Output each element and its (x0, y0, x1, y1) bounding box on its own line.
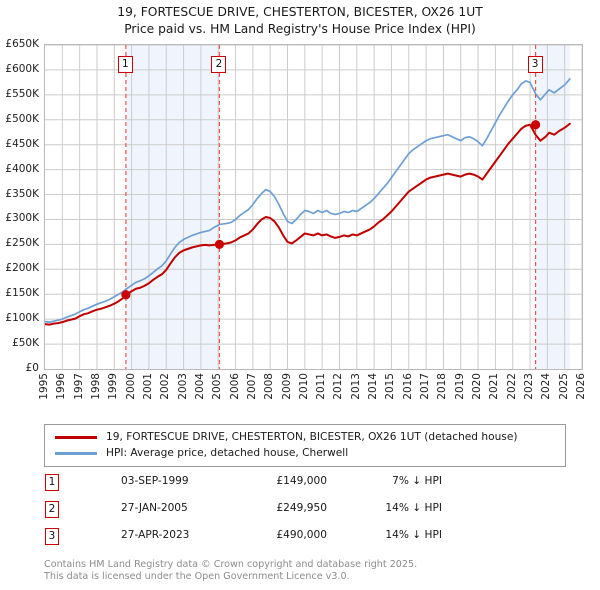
chart-svg-wrapper (45, 45, 582, 369)
x-axis-labels: 1995 1996 1997 1998 1999 2000 2001 2002 2003 2004… (38, 373, 587, 419)
y-axis-tick-label: £50K (12, 337, 39, 350)
x-axis-tick-label: 1997 (72, 373, 85, 400)
chart-plot-area (44, 44, 583, 370)
x-axis-tick-label: 2002 (159, 373, 172, 400)
y-axis-labels: £0 £50K £100K £150K £200K £250K £300K £350K £400… (0, 38, 42, 374)
x-axis-tick-label: 2000 (124, 373, 137, 400)
footer-line-1: Contains HM Land Registry data © Crown c… (44, 559, 418, 570)
y-axis-tick-label: £500K (5, 112, 39, 125)
y-axis-tick-label: £250K (5, 237, 39, 250)
y-axis-tick-label: £450K (5, 137, 39, 150)
transaction-point-marker (530, 120, 541, 130)
x-axis-tick-label: 2013 (349, 373, 362, 400)
x-axis-tick-label: 2022 (505, 373, 518, 400)
legend-swatch-price-paid (55, 435, 97, 439)
transaction-price-1: £149,000 (276, 475, 327, 487)
transaction-marker-2: 2 (45, 501, 59, 518)
transaction-price-2: £249,950 (276, 502, 327, 514)
y-axis-tick-label: £0 (25, 362, 39, 374)
x-axis-tick-label: 2004 (193, 373, 206, 400)
transaction-date-2: 27-JAN-2005 (121, 502, 188, 514)
series-line-hpi (45, 78, 571, 323)
x-axis-tick-label: 1996 (55, 373, 68, 400)
x-axis-tick-label: 2005 (211, 373, 224, 400)
x-axis-tick-label: 1995 (38, 373, 50, 400)
y-axis-tick-label: £300K (5, 212, 39, 225)
y-axis-tick-label: £200K (5, 262, 39, 275)
x-axis-tick-label: 2020 (471, 373, 484, 400)
x-axis-tick-label: 2008 (263, 373, 276, 400)
x-axis-tick-label: 2026 (575, 373, 587, 400)
transaction-point-marker (214, 239, 225, 250)
transaction-hpi-delta-3: 14% ↓ HPI (385, 529, 442, 541)
transaction-price-3: £490,000 (276, 529, 327, 541)
chart-marker-flag: 1 (117, 56, 133, 73)
transaction-hpi-delta-2: 14% ↓ HPI (385, 502, 442, 514)
y-axis-tick-label: £350K (5, 187, 39, 200)
chart-marker-flag: 3 (527, 56, 543, 73)
y-axis-tick-label: £400K (5, 162, 39, 175)
legend-row-price-paid: 19, FORTESCUE DRIVE, CHESTERTON, BICESTE… (51, 429, 559, 445)
x-axis-tick-label: 2025 (557, 373, 570, 400)
transaction-marker-3: 3 (45, 528, 59, 545)
transaction-date-1: 03-SEP-1999 (121, 475, 189, 487)
x-axis-tick-label: 2015 (384, 373, 397, 400)
y-axis-tick-label: £600K (5, 62, 39, 75)
copyright-footer: Contains HM Land Registry data © Crown c… (44, 559, 584, 582)
legend-swatch-hpi (55, 451, 97, 455)
x-axis-tick-label: 2023 (523, 373, 536, 400)
x-axis-tick-label: 2021 (488, 373, 501, 400)
page-title: 19, FORTESCUE DRIVE, CHESTERTON, BICESTE… (0, 4, 600, 38)
table-row: 2 27-JAN-2005 £249,950 14% ↓ HPI (44, 499, 464, 526)
series-line-price-paid (45, 122, 571, 326)
transactions-table: 1 03-SEP-1999 £149,000 7% ↓ HPI 2 27-JAN… (44, 472, 464, 553)
x-axis-tick-label: 2012 (332, 373, 345, 400)
chart-legend: 19, FORTESCUE DRIVE, CHESTERTON, BICESTE… (44, 424, 566, 467)
x-axis-tick-label: 2010 (297, 373, 310, 400)
x-axis-tick-label: 2003 (176, 373, 189, 400)
y-axis-tick-label: £100K (5, 312, 39, 325)
x-axis-tick-label: 2014 (367, 373, 380, 400)
table-row: 1 03-SEP-1999 £149,000 7% ↓ HPI (44, 472, 464, 499)
x-axis-tick-label: 2016 (401, 373, 414, 400)
x-axis-tick-label: 2001 (141, 373, 154, 400)
chart-series-svg (45, 45, 582, 369)
y-axis-tick-label: £150K (5, 287, 39, 300)
y-axis-tick-label: £650K (5, 38, 39, 50)
legend-row-hpi: HPI: Average price, detached house, Cher… (51, 445, 559, 461)
chart-shaded-band (125, 45, 220, 369)
x-axis-tick-label: 2019 (453, 373, 466, 400)
x-axis-tick-label: 2024 (540, 373, 553, 400)
x-axis-tick-label: 2009 (280, 373, 293, 400)
transaction-marker-1: 1 (45, 474, 59, 491)
transaction-hpi-delta-1: 7% ↓ HPI (392, 475, 442, 487)
title-line-1: 19, FORTESCUE DRIVE, CHESTERTON, BICESTE… (117, 5, 483, 19)
x-axis-tick-label: 1998 (89, 373, 102, 400)
x-axis-tick-label: 2017 (419, 373, 432, 400)
title-line-2: Price paid vs. HM Land Registry's House … (124, 22, 476, 36)
x-axis-tick-label: 2007 (245, 373, 258, 400)
x-axis-tick-label: 1999 (107, 373, 120, 400)
legend-label-price-paid: 19, FORTESCUE DRIVE, CHESTERTON, BICESTE… (106, 431, 518, 443)
table-row: 3 27-APR-2023 £490,000 14% ↓ HPI (44, 526, 464, 553)
legend-label-hpi: HPI: Average price, detached house, Cher… (106, 447, 349, 459)
y-axis-tick-label: £550K (5, 87, 39, 100)
chart-marker-flag: 2 (211, 56, 227, 73)
x-axis-tick-label: 2018 (436, 373, 449, 400)
x-axis-tick-label: 2011 (315, 373, 328, 400)
chart-canvas (45, 45, 582, 369)
footer-line-2: This data is licensed under the Open Gov… (44, 570, 350, 582)
x-axis-tick-label: 2006 (228, 373, 241, 400)
transaction-date-3: 27-APR-2023 (121, 529, 190, 541)
transaction-point-marker (121, 290, 131, 300)
